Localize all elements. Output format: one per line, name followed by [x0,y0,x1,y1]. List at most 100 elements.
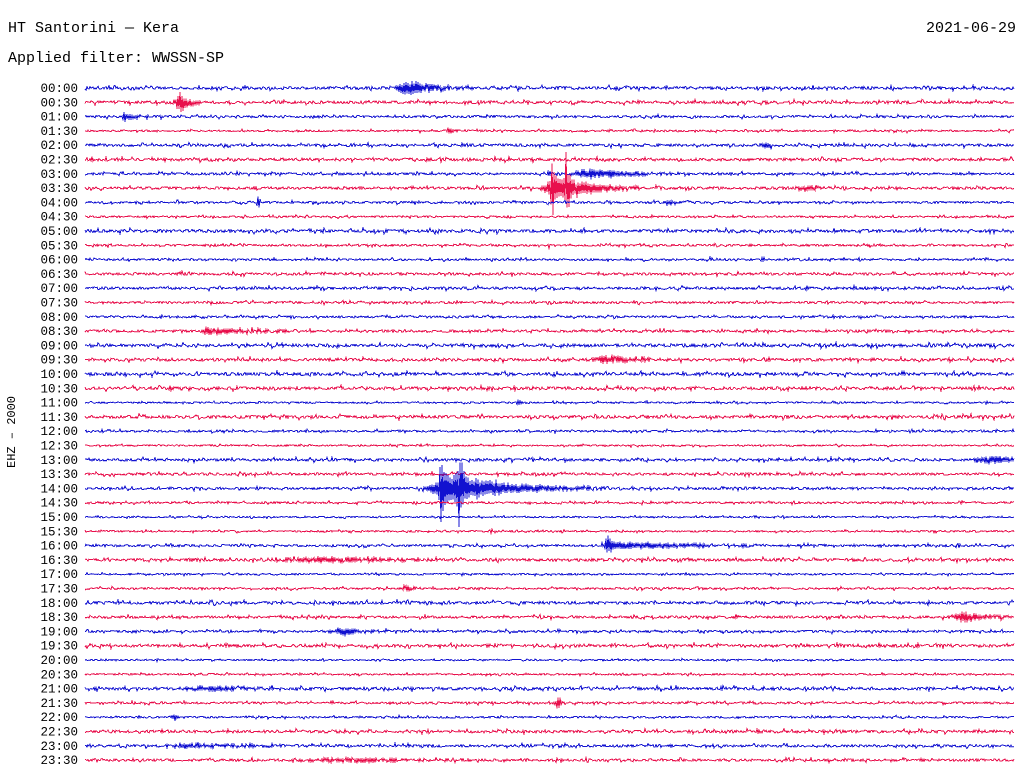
row-time-label: 17:00 [40,568,78,582]
trace-row-2300 [84,741,1015,751]
row-time-label: 04:00 [40,196,78,210]
trace-row-0130 [84,127,1015,135]
row-time-label: 02:30 [40,154,78,168]
trace-row-1230 [84,442,1015,449]
row-time-label: 02:00 [40,139,78,153]
row-time-label: 12:30 [40,440,78,454]
trace-row-1530 [84,527,1015,536]
trace-row-0900 [84,340,1015,351]
row-time-label: 18:30 [40,611,78,625]
row-time-label: 10:00 [40,368,78,382]
trace-row-0930 [84,354,1015,365]
trace-row-2130 [84,697,1015,709]
row-time-label: 19:00 [40,625,78,639]
row-time-label: 16:30 [40,554,78,568]
trace-row-1930 [84,641,1015,651]
row-time-label: 03:30 [40,182,78,196]
trace-row-0400 [84,196,1015,208]
row-time-label: 05:30 [40,239,78,253]
row-time-label: 04:30 [40,211,78,225]
trace-row-2000 [84,657,1015,663]
trace-row-0300 [84,168,1015,180]
trace-row-0200 [84,140,1015,150]
trace-row-1700 [84,571,1015,578]
trace-row-0100 [84,112,1015,123]
trace-row-0700 [84,283,1015,293]
trace-row-1430 [84,499,1015,506]
row-time-label: 01:00 [40,111,78,125]
filter-label: Applied filter: WWSSN-SP [8,50,225,67]
trace-row-1500 [84,514,1015,520]
row-time-label: 22:00 [40,711,78,725]
row-time-label: 06:30 [40,268,78,282]
trace-row-0830 [84,326,1015,337]
row-time-label: 17:30 [40,583,78,597]
row-time-label: 16:00 [40,540,78,554]
row-time-label: 09:30 [40,354,78,368]
row-time-label: 09:00 [40,339,78,353]
row-time-label: 03:00 [40,168,78,182]
trace-row-1830 [84,611,1015,623]
trace-row-0000 [84,80,1015,96]
row-time-label: 18:00 [40,597,78,611]
row-time-label: 15:30 [40,525,78,539]
row-time-label: 20:00 [40,654,78,668]
trace-row-1800 [84,598,1015,608]
trace-row-1200 [84,427,1015,435]
row-time-label: 05:00 [40,225,78,239]
trace-row-0330 [84,151,1015,216]
trace-row-1730 [84,583,1015,592]
row-time-label: 10:30 [40,382,78,396]
trace-row-0530 [84,242,1015,251]
station-title: HT Santorini — Kera [8,20,180,37]
trace-row-0500 [84,226,1015,236]
row-time-label: 00:30 [40,96,78,110]
trace-row-2200 [84,714,1014,721]
trace-row-1900 [84,627,1015,637]
row-time-label: 01:30 [40,125,78,139]
row-time-label: 07:30 [40,297,78,311]
row-time-label: 21:30 [40,697,78,711]
trace-row-2030 [84,671,1015,677]
trace-row-1330 [84,470,1015,479]
trace-row-0730 [84,298,1015,307]
trace-row-1130 [84,411,1015,422]
row-time-label: 14:00 [40,482,78,496]
trace-row-1600 [84,535,1015,553]
trace-row-1100 [84,398,1015,407]
row-time-label: 06:00 [40,254,78,268]
trace-row-2330 [84,755,1015,765]
trace-row-1300 [84,455,1015,465]
row-time-label: 22:30 [40,726,78,740]
trace-row-0630 [84,269,1015,279]
trace-row-2230 [84,726,1014,736]
row-time-label: 08:30 [40,325,78,339]
row-time-label: 00:00 [40,82,78,96]
row-time-label: 07:00 [40,282,78,296]
row-time-label: 19:30 [40,640,78,654]
trace-row-1000 [84,369,1015,379]
row-time-label: 12:00 [40,425,78,439]
row-time-label: 15:00 [40,511,78,525]
trace-row-0230 [84,154,1015,165]
trace-row-0030 [84,91,1015,112]
row-time-label: 13:00 [40,454,78,468]
trace-row-0600 [84,255,1015,263]
trace-row-1030 [84,383,1015,393]
row-time-label: 14:30 [40,497,78,511]
row-time-label: 11:30 [40,411,78,425]
trace-row-1630 [84,555,1015,565]
row-time-label: 23:00 [40,740,78,754]
trace-row-0800 [85,313,1015,321]
row-time-label: 13:30 [40,468,78,482]
row-time-label: 20:30 [40,668,78,682]
row-time-label: 21:00 [40,683,78,697]
row-time-label: 23:30 [40,754,78,768]
date-label: 2021-06-29 [925,20,1016,37]
row-time-label: 11:00 [40,397,78,411]
row-time-label: 08:00 [40,311,78,325]
trace-row-2100 [84,683,1015,694]
trace-row-1400 [84,462,1015,528]
